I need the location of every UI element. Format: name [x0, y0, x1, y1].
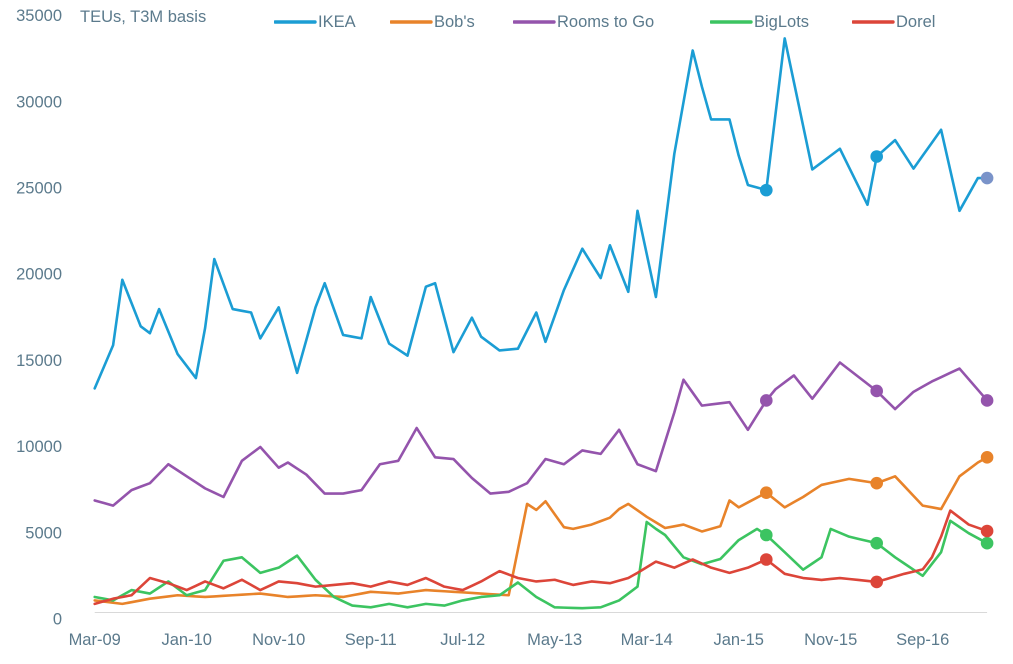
- svg-text:Mar-14: Mar-14: [621, 631, 673, 649]
- svg-text:Mar-09: Mar-09: [69, 631, 121, 649]
- svg-text:20000: 20000: [16, 266, 62, 284]
- svg-text:Sep-16: Sep-16: [896, 631, 949, 649]
- svg-text:10000: 10000: [16, 438, 62, 456]
- svg-text:Sep-11: Sep-11: [345, 631, 397, 649]
- svg-text:Nov-10: Nov-10: [252, 631, 305, 649]
- svg-text:Jan-15: Jan-15: [713, 631, 763, 649]
- svg-text:30000: 30000: [16, 93, 62, 111]
- svg-text:15000: 15000: [16, 352, 62, 370]
- svg-text:0: 0: [53, 611, 62, 629]
- svg-text:5000: 5000: [25, 524, 62, 542]
- svg-text:May-13: May-13: [527, 631, 582, 649]
- svg-text:25000: 25000: [16, 180, 62, 198]
- svg-text:Jul-12: Jul-12: [440, 631, 485, 649]
- svg-text:Nov-15: Nov-15: [804, 631, 857, 649]
- svg-text:Jan-10: Jan-10: [161, 631, 211, 649]
